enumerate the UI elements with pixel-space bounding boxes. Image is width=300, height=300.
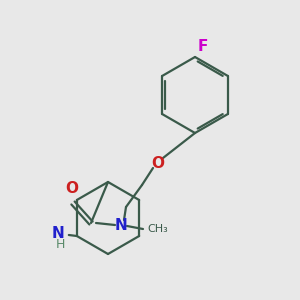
Text: O: O bbox=[152, 155, 164, 170]
Text: N: N bbox=[115, 218, 128, 232]
Text: H: H bbox=[56, 238, 65, 251]
Text: O: O bbox=[65, 181, 79, 196]
Text: N: N bbox=[52, 226, 65, 242]
Text: F: F bbox=[198, 39, 208, 54]
Text: CH₃: CH₃ bbox=[147, 224, 168, 234]
